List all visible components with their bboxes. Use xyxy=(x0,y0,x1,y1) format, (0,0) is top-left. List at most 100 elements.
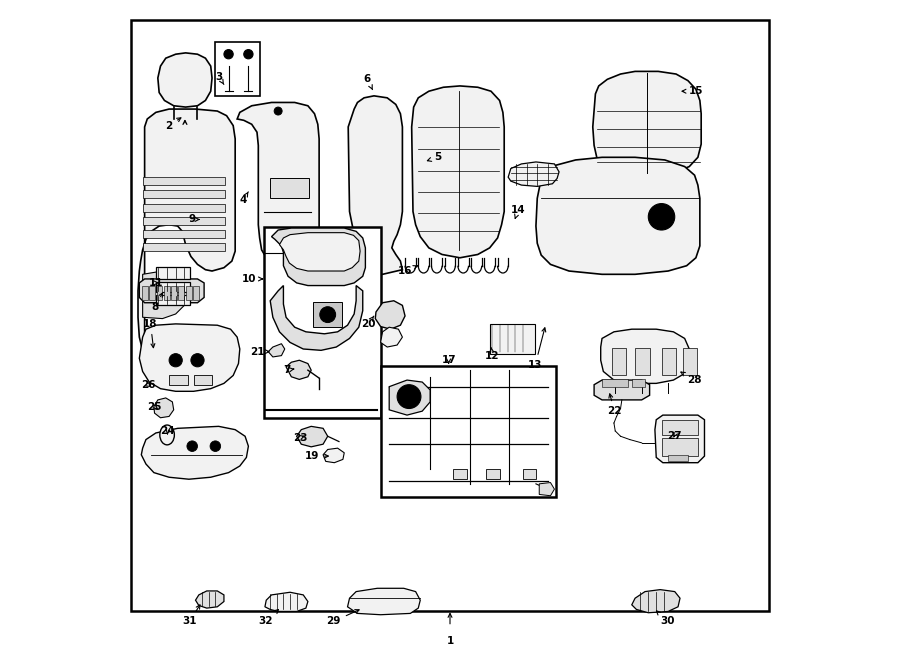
Text: 32: 32 xyxy=(258,609,278,627)
Polygon shape xyxy=(138,109,235,362)
Text: 29: 29 xyxy=(327,609,359,627)
Text: 30: 30 xyxy=(656,611,675,627)
Bar xyxy=(142,243,225,251)
Circle shape xyxy=(210,441,220,451)
Circle shape xyxy=(320,307,336,323)
Text: 27: 27 xyxy=(667,431,681,442)
Bar xyxy=(523,469,536,479)
Text: 21: 21 xyxy=(250,346,269,357)
Bar xyxy=(662,438,698,456)
Text: 3: 3 xyxy=(215,71,224,85)
Bar xyxy=(149,286,155,300)
Polygon shape xyxy=(536,157,700,274)
Bar xyxy=(142,177,225,185)
Bar xyxy=(171,286,177,300)
Circle shape xyxy=(397,385,421,408)
Polygon shape xyxy=(508,162,559,186)
Polygon shape xyxy=(272,228,365,286)
Circle shape xyxy=(224,50,233,59)
Bar xyxy=(264,227,382,418)
Bar xyxy=(169,375,187,385)
Bar xyxy=(215,42,260,96)
Bar xyxy=(270,178,309,198)
Bar xyxy=(662,420,698,435)
Polygon shape xyxy=(142,271,187,319)
Bar xyxy=(142,204,225,212)
Text: 25: 25 xyxy=(148,401,162,412)
Text: 12: 12 xyxy=(485,348,500,361)
Polygon shape xyxy=(381,327,402,347)
Bar xyxy=(142,230,225,238)
Text: 11: 11 xyxy=(148,278,163,288)
Polygon shape xyxy=(195,591,224,608)
Text: 31: 31 xyxy=(183,605,200,627)
Polygon shape xyxy=(238,102,320,271)
Bar xyxy=(312,302,342,327)
Bar xyxy=(156,295,190,305)
Bar xyxy=(381,366,556,497)
Bar xyxy=(164,286,170,300)
Bar xyxy=(142,217,225,225)
Bar xyxy=(142,286,148,300)
Text: 28: 28 xyxy=(681,372,701,385)
Text: 18: 18 xyxy=(143,319,157,348)
Text: 7: 7 xyxy=(284,365,293,375)
Text: 10: 10 xyxy=(242,274,263,284)
Polygon shape xyxy=(411,86,504,258)
Circle shape xyxy=(191,354,204,367)
Polygon shape xyxy=(323,448,344,463)
Text: 6: 6 xyxy=(364,74,373,90)
Polygon shape xyxy=(154,398,174,418)
Polygon shape xyxy=(141,426,248,479)
Bar xyxy=(612,348,626,375)
Circle shape xyxy=(187,441,197,451)
Bar xyxy=(157,286,163,300)
Text: 16: 16 xyxy=(398,266,418,276)
Polygon shape xyxy=(389,380,430,415)
Bar xyxy=(185,286,192,300)
Polygon shape xyxy=(158,53,212,107)
Polygon shape xyxy=(655,415,705,463)
Text: 17: 17 xyxy=(441,354,456,365)
Polygon shape xyxy=(539,483,554,496)
Circle shape xyxy=(169,354,183,367)
Text: 13: 13 xyxy=(528,328,545,370)
Polygon shape xyxy=(270,286,363,350)
Polygon shape xyxy=(594,380,650,400)
Text: 2: 2 xyxy=(165,118,181,131)
Bar xyxy=(131,20,769,611)
Ellipse shape xyxy=(160,425,175,445)
Text: 4: 4 xyxy=(239,192,248,205)
Text: 14: 14 xyxy=(511,205,526,218)
Polygon shape xyxy=(375,301,405,329)
Text: 5: 5 xyxy=(428,152,441,163)
Circle shape xyxy=(244,50,253,59)
Polygon shape xyxy=(286,360,311,379)
Text: 23: 23 xyxy=(292,432,307,443)
Bar xyxy=(194,375,212,385)
Text: 1: 1 xyxy=(446,636,454,646)
Bar xyxy=(454,469,466,479)
Polygon shape xyxy=(632,590,680,613)
Bar xyxy=(490,324,535,354)
Bar xyxy=(156,282,190,292)
Polygon shape xyxy=(347,588,420,615)
Bar xyxy=(156,267,190,279)
Polygon shape xyxy=(600,329,689,383)
Polygon shape xyxy=(140,324,239,391)
Text: 15: 15 xyxy=(682,86,704,97)
Polygon shape xyxy=(593,71,701,175)
Bar xyxy=(662,348,676,375)
Bar xyxy=(142,190,225,198)
Bar xyxy=(193,286,199,300)
Bar xyxy=(178,286,184,300)
Text: 19: 19 xyxy=(305,451,328,461)
Bar xyxy=(668,455,688,461)
Bar xyxy=(602,379,628,387)
Circle shape xyxy=(274,107,282,115)
Bar xyxy=(635,348,650,375)
Polygon shape xyxy=(140,279,204,303)
Polygon shape xyxy=(268,344,284,357)
Polygon shape xyxy=(265,592,308,611)
Polygon shape xyxy=(348,96,402,274)
